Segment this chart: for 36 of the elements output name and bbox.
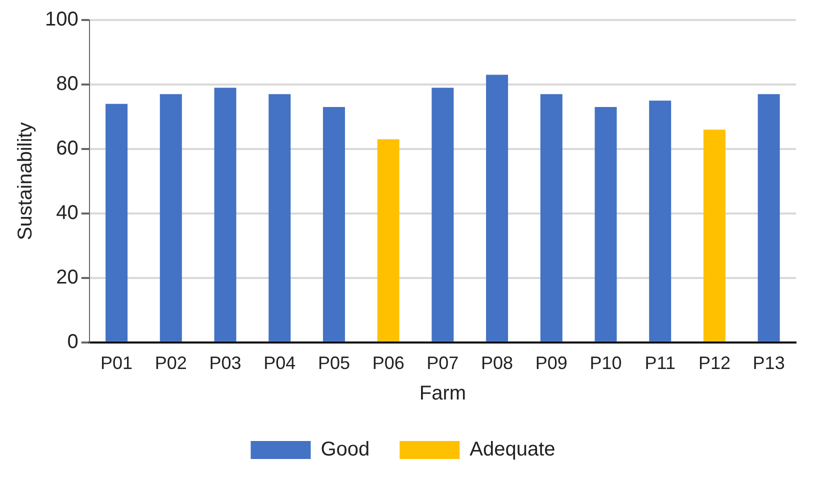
y-tick-label: 0: [67, 330, 78, 353]
x-tick-label: P05: [318, 353, 350, 374]
y-tick-label: 100: [44, 8, 78, 31]
x-tick-label: P03: [209, 353, 242, 374]
y-tick-label: 20: [56, 266, 78, 288]
x-tick-label: P07: [426, 353, 459, 374]
x-axis-title: Farm: [419, 382, 466, 405]
bar: [486, 74, 508, 342]
bar: [432, 88, 454, 342]
y-tick-label: 40: [56, 202, 78, 224]
x-tick-label: P08: [481, 353, 514, 374]
x-tick-label: P09: [535, 353, 568, 374]
bar: [758, 94, 780, 342]
bar: [703, 130, 726, 342]
x-tick-label: P11: [644, 353, 676, 374]
bar: [594, 107, 617, 342]
x-tick-label: P04: [264, 353, 296, 374]
bar: [160, 94, 182, 342]
bar: [106, 104, 128, 342]
x-tick-label: P10: [590, 353, 622, 374]
bar: [322, 107, 345, 342]
bar: [540, 94, 562, 342]
bar: [268, 94, 291, 342]
y-tick-label: 80: [56, 72, 78, 95]
bar: [377, 139, 400, 342]
x-tick-label: P13: [752, 353, 785, 374]
legend-label: Good: [320, 438, 370, 461]
y-tick-label: 60: [56, 137, 78, 160]
x-tick-label: P12: [698, 353, 730, 374]
bar: [214, 88, 236, 342]
y-axis-title: Sustainability: [14, 122, 37, 240]
bar: [649, 100, 672, 342]
x-tick-label: P01: [100, 353, 133, 374]
x-tick-label: P06: [372, 353, 404, 374]
x-tick-label: P02: [154, 353, 187, 374]
legend-label: Adequate: [470, 438, 556, 461]
